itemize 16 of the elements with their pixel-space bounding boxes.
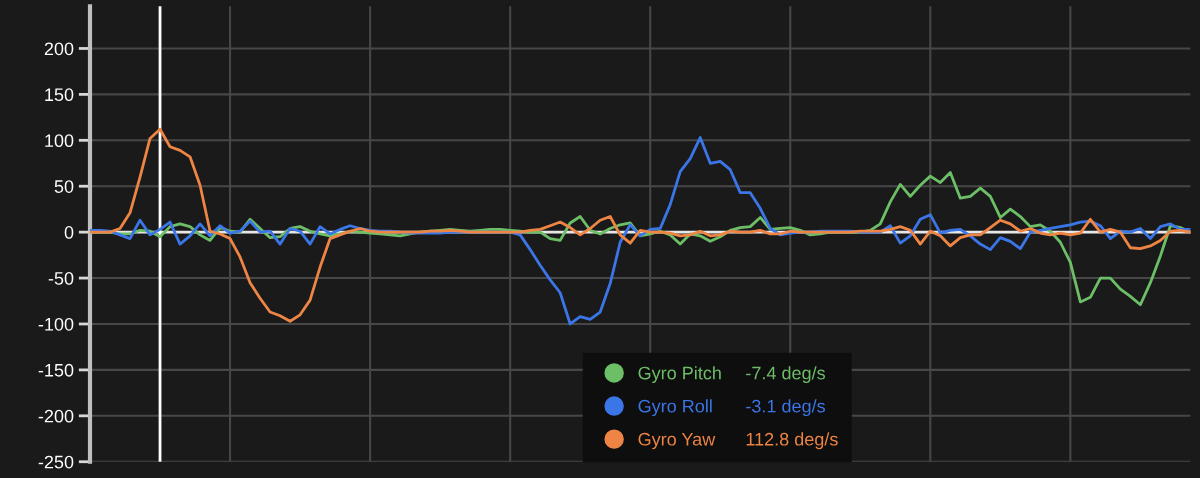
y-tick-label: -50 (48, 272, 74, 285)
legend-label: Gyro Pitch (638, 366, 721, 384)
annotation: -3.1 deg/s (746, 399, 825, 417)
y-tick-label: 0 (64, 226, 74, 239)
y-tick-label: -200 (38, 409, 74, 423)
y-tick-label: 100 (45, 134, 74, 148)
annotation: 112.8 deg/s (746, 432, 838, 450)
y-tick-label: 50 (54, 180, 74, 193)
y-tick-label: 150 (45, 88, 74, 102)
y-tick-label: -100 (38, 317, 74, 331)
legend-label: Gyro Roll (638, 399, 712, 417)
legend-label: Gyro Yaw (638, 432, 716, 450)
y-tick-label: -150 (38, 363, 74, 377)
y-tick-label: -250 (38, 455, 74, 469)
annotation: -7.4 deg/s (746, 366, 825, 384)
y-tick-label: 200 (44, 42, 74, 56)
